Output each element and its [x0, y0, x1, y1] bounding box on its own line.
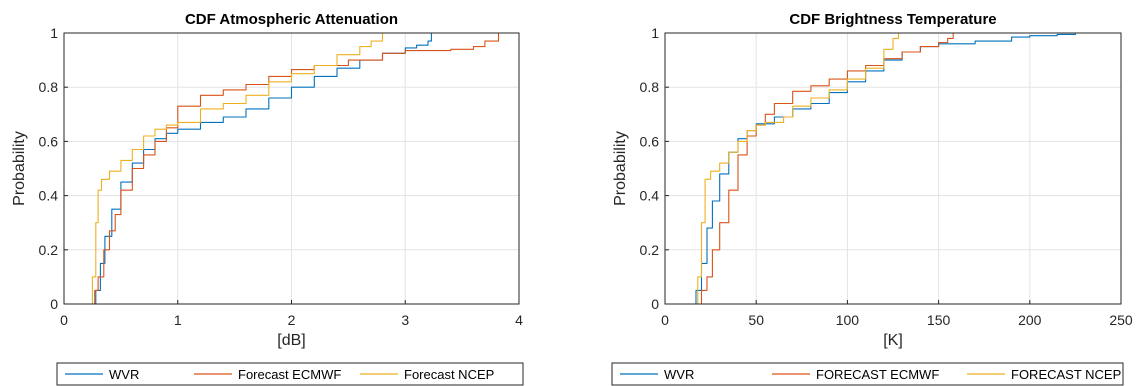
- grid: [664, 32, 1122, 305]
- x-tick-label: 50: [748, 312, 764, 328]
- x-tick-label: 1: [174, 312, 182, 328]
- chart-atmospheric-attenuation: CDF Atmospheric Attenuation 0 1 2 3 4 0 0.2 0.4…: [11, 11, 524, 386]
- legend-label: FORECAST NCEP: [1011, 367, 1121, 382]
- tick-labels: 0 1 2 3 4 0 0.2 0.4 0.6 0.8 1: [39, 25, 524, 328]
- plot-frame: [664, 32, 1122, 305]
- y-tick-label: 0.8: [39, 79, 59, 95]
- y-tick-label: 0.2: [640, 242, 660, 258]
- series-line-forecast-ecmwf: [696, 33, 954, 305]
- y-axis-label: Probability: [612, 131, 629, 206]
- tick-labels: 0 50 100 150 200 250 0 0.2 0.4 0.6 0.8 1: [640, 25, 1133, 328]
- legend-label: WVR: [664, 367, 694, 382]
- legend-label: Forecast NCEP: [404, 367, 494, 382]
- legend-label: Forecast ECMWF: [238, 367, 341, 382]
- legend-box: [56, 362, 524, 386]
- series-line-forecast-ecmwf: [91, 33, 500, 305]
- y-tick-label: 0.6: [640, 133, 660, 149]
- legend: WVR Forecast ECMWF Forecast NCEP: [56, 362, 524, 386]
- x-axis-label: [dB]: [277, 332, 305, 349]
- chart-title: CDF Brightness Temperature: [789, 11, 996, 28]
- x-tick-label: 3: [401, 312, 409, 328]
- x-tick-label: 0: [661, 312, 669, 328]
- y-tick-label: 0.4: [39, 188, 59, 204]
- x-axis-label: [K]: [883, 332, 903, 349]
- legend-label: FORECAST ECMWF: [816, 367, 939, 382]
- x-tick-label: 200: [1018, 312, 1042, 328]
- x-tick-label: 0: [60, 312, 68, 328]
- legend: WVR FORECAST ECMWF FORECAST NCEP: [611, 362, 1124, 386]
- y-tick-label: 0: [651, 296, 659, 312]
- x-tick-label: 250: [1109, 312, 1133, 328]
- series-line-forecast-ncep: [89, 33, 384, 305]
- y-tick-label: 0.8: [640, 79, 660, 95]
- series-line-forecast-ncep: [694, 33, 900, 305]
- y-tick-label: 0: [50, 296, 58, 312]
- y-tick-label: 0.2: [39, 242, 59, 258]
- x-tick-label: 100: [836, 312, 860, 328]
- y-axis-label: Probability: [11, 131, 28, 206]
- x-tick-label: 2: [288, 312, 296, 328]
- legend-label: WVR: [109, 367, 139, 382]
- x-tick-label: 150: [927, 312, 951, 328]
- chart-title: CDF Atmospheric Attenuation: [185, 11, 398, 28]
- chart-brightness-temperature: CDF Brightness Temperature 0 50 100 150 200 2…: [611, 11, 1133, 386]
- series-line-wvr: [692, 33, 1076, 305]
- y-tick-label: 0.6: [39, 133, 59, 149]
- y-tick-label: 0.4: [640, 188, 660, 204]
- y-tick-label: 1: [50, 25, 58, 41]
- legend-box: [611, 362, 1124, 386]
- series-lines: [692, 33, 1076, 305]
- y-tick-label: 1: [651, 25, 659, 41]
- series-lines: [89, 33, 500, 305]
- x-tick-label: 4: [515, 312, 523, 328]
